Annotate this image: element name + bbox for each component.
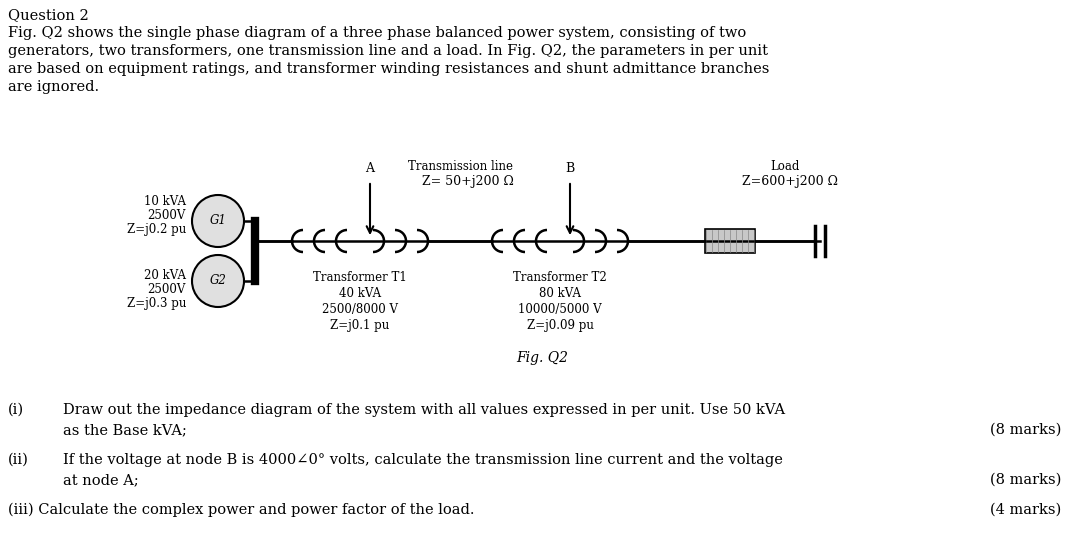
Bar bbox=[704, 229, 755, 253]
Text: G1: G1 bbox=[210, 214, 227, 228]
Text: Z=j0.3 pu: Z=j0.3 pu bbox=[126, 297, 186, 310]
Text: B: B bbox=[566, 162, 575, 175]
Text: 2500/8000 V: 2500/8000 V bbox=[322, 303, 398, 316]
Text: 2500V: 2500V bbox=[148, 209, 186, 222]
Text: generators, two transformers, one transmission line and a load. In Fig. Q2, the : generators, two transformers, one transm… bbox=[7, 44, 768, 58]
Text: are based on equipment ratings, and transformer winding resistances and shunt ad: are based on equipment ratings, and tran… bbox=[7, 62, 770, 76]
Text: Question 2: Question 2 bbox=[7, 8, 89, 22]
Text: Load: Load bbox=[771, 160, 800, 173]
Text: A: A bbox=[366, 162, 374, 175]
Text: Z= 50+j200 Ω: Z= 50+j200 Ω bbox=[422, 175, 514, 188]
Text: 10 kVA: 10 kVA bbox=[144, 195, 186, 208]
Text: (4 marks): (4 marks) bbox=[990, 503, 1062, 517]
Text: 80 kVA: 80 kVA bbox=[539, 287, 580, 300]
Text: 2500V: 2500V bbox=[148, 283, 186, 296]
Text: 40 kVA: 40 kVA bbox=[339, 287, 381, 300]
Circle shape bbox=[192, 195, 244, 247]
Text: Transformer T2: Transformer T2 bbox=[513, 271, 607, 284]
Text: (8 marks): (8 marks) bbox=[990, 473, 1062, 487]
Text: Draw out the impedance diagram of the system with all values expressed in per un: Draw out the impedance diagram of the sy… bbox=[63, 403, 785, 417]
Text: Fig. Q2: Fig. Q2 bbox=[516, 351, 568, 365]
Text: (ii): (ii) bbox=[7, 453, 29, 467]
Text: 10000/5000 V: 10000/5000 V bbox=[518, 303, 602, 316]
Text: Z=600+j200 Ω: Z=600+j200 Ω bbox=[742, 175, 838, 188]
Text: 20 kVA: 20 kVA bbox=[144, 269, 186, 282]
Text: (i): (i) bbox=[7, 403, 25, 417]
Text: If the voltage at node B is 4000∠0° volts, calculate the transmission line curre: If the voltage at node B is 4000∠0° volt… bbox=[63, 453, 783, 467]
Text: (iii) Calculate the complex power and power factor of the load.: (iii) Calculate the complex power and po… bbox=[7, 503, 475, 517]
Text: Z=j0.1 pu: Z=j0.1 pu bbox=[330, 319, 389, 332]
Text: are ignored.: are ignored. bbox=[7, 80, 99, 94]
Text: Transmission line: Transmission line bbox=[407, 160, 512, 173]
Text: Fig. Q2 shows the single phase diagram of a three phase balanced power system, c: Fig. Q2 shows the single phase diagram o… bbox=[7, 26, 746, 40]
Circle shape bbox=[192, 255, 244, 307]
Text: as the Base kVA;: as the Base kVA; bbox=[63, 423, 187, 437]
Text: Z=j0.2 pu: Z=j0.2 pu bbox=[127, 223, 186, 236]
Text: at node A;: at node A; bbox=[63, 473, 139, 487]
Text: Transformer T1: Transformer T1 bbox=[313, 271, 407, 284]
Text: G2: G2 bbox=[210, 274, 227, 288]
Text: (8 marks): (8 marks) bbox=[990, 423, 1062, 437]
Text: Z=j0.09 pu: Z=j0.09 pu bbox=[527, 319, 593, 332]
